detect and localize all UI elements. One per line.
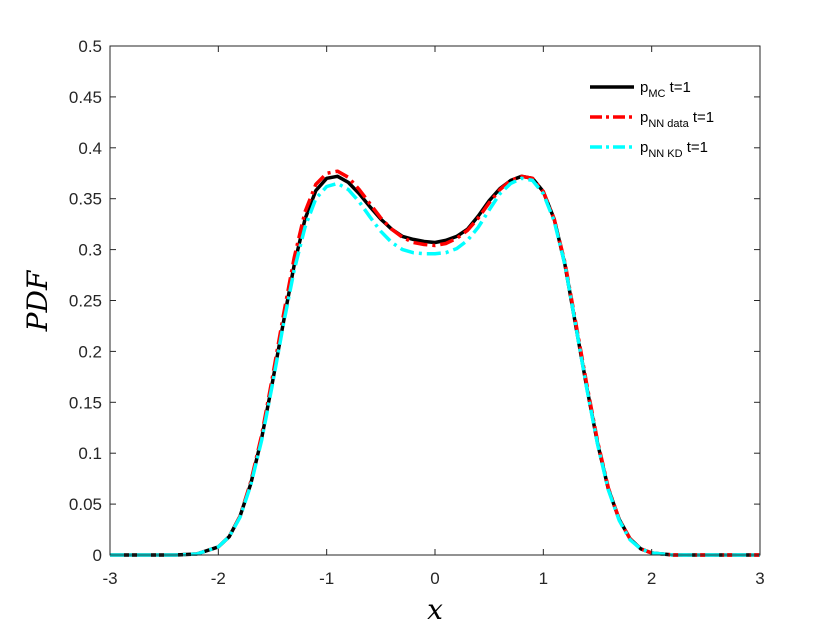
y-tick-label: 0.4 [78, 139, 102, 158]
y-tick-label: 0.1 [78, 444, 102, 463]
x-tick-label: 0 [430, 569, 439, 588]
legend-main: p [640, 109, 648, 126]
legend-entry-label: pMC t=1 [640, 79, 691, 100]
x-tick-label: 3 [755, 569, 764, 588]
legend-suffix: t=1 [683, 139, 708, 156]
x-tick-label: -2 [211, 569, 226, 588]
y-tick-label: 0.5 [78, 37, 102, 56]
x-axis-label: x [427, 593, 443, 626]
x-tick-label: -1 [319, 569, 334, 588]
series-layer [110, 169, 760, 557]
legend-entry-label: pNN data t=1 [640, 109, 714, 130]
x-tick-label: -3 [102, 569, 117, 588]
legend-entry-label: pNN KD t=1 [640, 139, 708, 160]
legend-suffix: t=1 [665, 79, 690, 96]
legend-subscript: NN KD [648, 148, 682, 160]
y-tick-label: 0 [93, 546, 102, 565]
y-tick-label: 0.15 [69, 393, 102, 412]
y-tick-label: 0.2 [78, 342, 102, 361]
x-tick-label: 1 [539, 569, 548, 588]
legend-main: p [640, 139, 648, 156]
y-tick-label: 0.35 [69, 190, 102, 209]
legend-suffix: t=1 [689, 109, 714, 126]
series-line-nn-kd [110, 176, 760, 557]
y-tick-label: 0.25 [69, 292, 102, 311]
y-tick-label: 0.3 [78, 241, 102, 260]
axis-ticks: -3 -2 -1 0 1 2 3 0 0.05 0.1 0.15 0.2 0.25 0.3 0.35 0.4 0… [69, 37, 765, 588]
y-tick-label: 0.45 [69, 88, 102, 107]
y-axis-label: PDF [21, 269, 54, 332]
x-tick-label: 2 [647, 569, 656, 588]
y-tick-label: 0.05 [69, 495, 102, 514]
legend-subscript: NN data [648, 118, 689, 130]
legend-subscript: MC [648, 88, 665, 100]
legend-main: p [640, 79, 648, 96]
